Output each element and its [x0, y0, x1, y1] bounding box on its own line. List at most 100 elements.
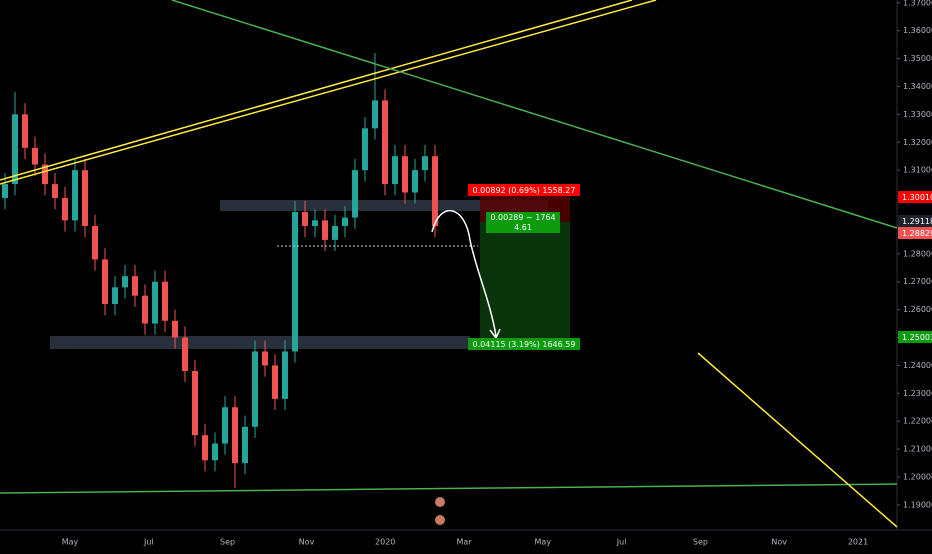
candle-body [222, 407, 228, 444]
support-zone [50, 336, 470, 349]
y-tick-label: 1.31000 [903, 166, 932, 175]
x-tick-label: Mar [456, 538, 472, 547]
event-badge [435, 497, 445, 507]
y-tick-label: 1.22000 [903, 417, 932, 426]
target-label: 0.04115 (3.19%) 1646.59 [473, 340, 576, 349]
candle-body [332, 225, 338, 240]
projection-arrow [431, 210, 497, 337]
candle-body [402, 156, 408, 193]
candle-body [92, 225, 98, 260]
y-tick-label: 1.37000 [903, 0, 932, 7]
candle-body [72, 170, 78, 221]
candle-body [342, 217, 348, 226]
price-tag-box [898, 227, 932, 239]
candle-body [52, 184, 58, 199]
price-tag: 1.30010 [902, 193, 932, 202]
candle-body [62, 198, 68, 221]
x-tick-label: Jul [143, 538, 154, 547]
stop-label: 0.00892 (0.69%) 1558.27 [473, 186, 576, 195]
candle-body [272, 365, 278, 399]
candle-body [252, 351, 258, 427]
candle-body [192, 371, 198, 436]
x-tick-label: Sep [693, 538, 708, 547]
candle-body [352, 170, 358, 218]
candle-body [232, 407, 238, 464]
y-tick-label: 1.34000 [903, 82, 932, 91]
candle-body [32, 147, 38, 165]
candle-body [202, 435, 208, 461]
y-tick-label: 1.28000 [903, 249, 932, 258]
candle-body [392, 156, 398, 185]
price-tag-box [898, 331, 932, 343]
stop-label-box [468, 184, 580, 196]
candle-body [182, 337, 188, 371]
x-tick-label: Jul [616, 538, 627, 547]
candle-body [162, 281, 168, 321]
y-tick-label: 1.21000 [903, 445, 932, 454]
x-tick-label: Sep [220, 538, 235, 547]
x-tick-label: May [535, 538, 552, 547]
y-tick-label: 1.26000 [903, 305, 932, 314]
mid-label-box [486, 212, 560, 233]
x-tick-label: 2021 [848, 538, 868, 547]
candle-body [422, 156, 428, 171]
y-tick-label: 1.23000 [903, 389, 932, 398]
candle-body [112, 287, 118, 305]
candle-body [122, 276, 128, 288]
candle-body [102, 259, 108, 305]
x-tick-label: May [62, 538, 79, 547]
y-tick-label: 1.27000 [903, 277, 932, 286]
price-tag: 1.28829 [902, 229, 932, 238]
y-tick-label: 1.33000 [903, 110, 932, 119]
resistance-zone [220, 200, 548, 211]
candle-body [22, 114, 28, 148]
candle-body [282, 351, 288, 399]
target-area [480, 222, 570, 342]
candle-body [42, 164, 48, 185]
price-tag-box [898, 215, 932, 227]
candle-body [12, 114, 18, 185]
trendline [697, 352, 898, 528]
trendline [0, 0, 633, 181]
target-label-box [468, 338, 580, 350]
x-tick-label: 2020 [375, 538, 395, 547]
x-tick-label: Nov [771, 538, 787, 547]
y-tick-label: 1.24000 [903, 361, 932, 370]
trendline [0, 0, 657, 185]
candle-body [302, 212, 308, 226]
candle-body [432, 156, 438, 226]
candle-body [292, 212, 298, 352]
candle-body [142, 295, 148, 324]
candle-body [312, 220, 318, 226]
x-tick-label: Nov [299, 538, 315, 547]
candle-body [322, 220, 328, 240]
price-tag-box [898, 191, 932, 203]
mid-label: 0.00289 ~ 1764 [490, 213, 555, 222]
candle-body [172, 320, 178, 338]
candle-body [242, 426, 248, 464]
trendline [171, 0, 898, 229]
event-badge [435, 515, 445, 525]
y-tick-label: 1.35000 [903, 54, 932, 63]
candle-body [132, 276, 138, 296]
candle-body [152, 281, 158, 324]
candle-body [2, 184, 8, 199]
candle-body [362, 128, 368, 171]
y-tick-label: 1.32000 [903, 138, 932, 147]
ratio-label: 4.61 [514, 223, 532, 232]
y-tick-label: 1.36000 [903, 26, 932, 35]
price-tag: 1.29118 [902, 217, 932, 226]
candle-body [412, 170, 418, 193]
y-tick-label: 1.20000 [903, 473, 932, 482]
candle-body [382, 100, 388, 185]
candle-body [262, 351, 268, 366]
trendline [0, 483, 898, 494]
candle-body [372, 100, 378, 129]
candle-body [82, 170, 88, 226]
price-tag: 1.25003 [902, 333, 932, 342]
y-tick-label: 1.19000 [903, 500, 932, 509]
candle-body [212, 443, 218, 461]
